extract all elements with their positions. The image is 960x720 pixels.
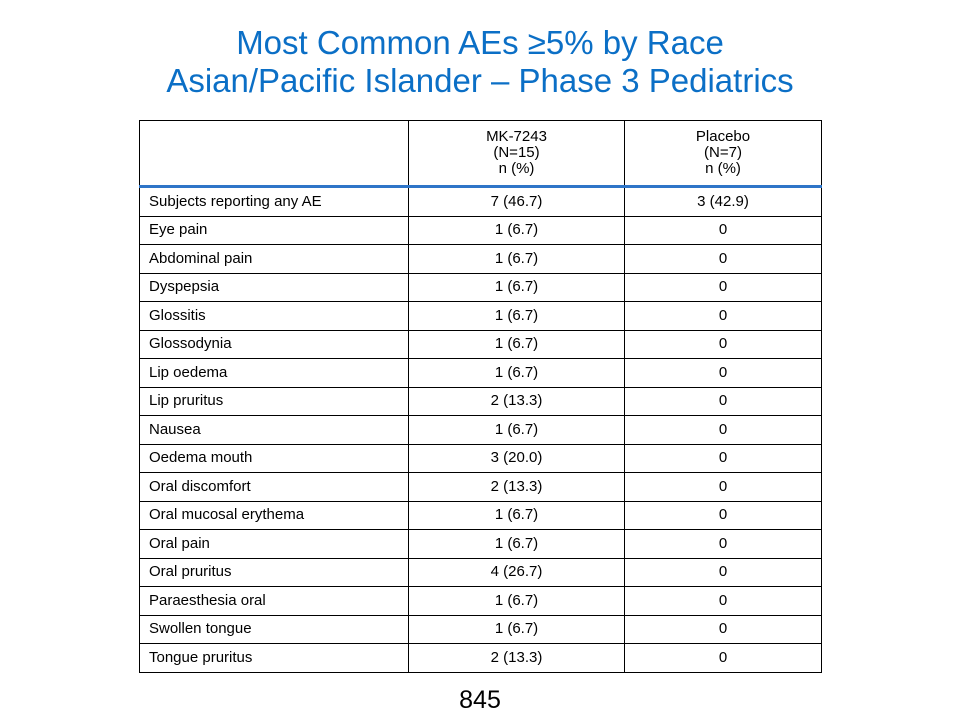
placebo-value-cell: 0 — [624, 301, 822, 331]
table-row: Nausea 1 (6.7) 0 — [139, 415, 822, 445]
ae-term-cell: Oral discomfort — [139, 472, 409, 502]
mk7243-value-cell: 1 (6.7) — [408, 329, 625, 359]
placebo-value-cell: 0 — [624, 358, 822, 388]
table-row: Subjects reporting any AE 7 (46.7) 3 (42.9… — [139, 186, 822, 217]
slide-title-line-2: Asian/Pacific Islander – Phase 3 Pediatr… — [166, 62, 794, 99]
page-number: 845 — [459, 686, 501, 714]
ae-term-cell: Dyspepsia — [139, 272, 409, 302]
mk7243-value-cell: 1 (6.7) — [408, 215, 625, 245]
mk7243-value-cell: 7 (46.7) — [408, 186, 625, 217]
ae-term-cell: Oedema mouth — [139, 443, 409, 473]
table-row: Paraesthesia oral 1 (6.7) 0 — [139, 586, 822, 616]
table-row: Glossodynia 1 (6.7) 0 — [139, 329, 822, 359]
table-row: Swollen tongue 1 (6.7) 0 — [139, 614, 822, 644]
table-row: Abdominal pain 1 (6.7) 0 — [139, 244, 822, 274]
table-body: Subjects reporting any AE 7 (46.7) 3 (42.9… — [139, 186, 822, 673]
placebo-value-cell: 0 — [624, 500, 822, 530]
table-row: Oral pruritus 4 (26.7) 0 — [139, 557, 822, 587]
adverse-events-table: MK-7243 (N=15) n (%) Placebo (N=7) n (%)… — [139, 120, 822, 673]
table-row: Oral mucosal erythema 1 (6.7) 0 — [139, 500, 822, 530]
column-header-placebo: Placebo (N=7) n (%) — [624, 120, 822, 188]
table-row: Oral pain 1 (6.7) 0 — [139, 529, 822, 559]
column-header-mk7243: MK-7243 (N=15) n (%) — [408, 120, 625, 188]
ae-term-cell: Nausea — [139, 415, 409, 445]
table-row: Oral discomfort 2 (13.3) 0 — [139, 472, 822, 502]
slide-title: Most Common AEs ≥5% by Race Asian/Pacifi… — [0, 24, 960, 100]
column-header-line: Placebo — [695, 128, 751, 145]
column-header-line: (N=15) — [493, 144, 540, 161]
mk7243-value-cell: 4 (26.7) — [408, 557, 625, 587]
placebo-value-cell: 0 — [624, 643, 822, 673]
table-row: Lip pruritus 2 (13.3) 0 — [139, 386, 822, 416]
mk7243-value-cell: 1 (6.7) — [408, 529, 625, 559]
mk7243-value-cell: 2 (13.3) — [408, 643, 625, 673]
placebo-value-cell: 0 — [624, 244, 822, 274]
placebo-value-cell: 0 — [624, 415, 822, 445]
placebo-value-cell: 0 — [624, 586, 822, 616]
mk7243-value-cell: 1 (6.7) — [408, 244, 625, 274]
placebo-value-cell: 0 — [624, 386, 822, 416]
slide-title-line-1: Most Common AEs ≥5% by Race — [236, 24, 724, 61]
ae-term-cell: Glossitis — [139, 301, 409, 331]
mk7243-value-cell: 2 (13.3) — [408, 386, 625, 416]
mk7243-value-cell: 1 (6.7) — [408, 301, 625, 331]
mk7243-value-cell: 3 (20.0) — [408, 443, 625, 473]
ae-term-cell: Subjects reporting any AE — [139, 186, 409, 217]
ae-term-cell: Eye pain — [139, 215, 409, 245]
table-row: Eye pain 1 (6.7) 0 — [139, 215, 822, 245]
placebo-value-cell: 0 — [624, 443, 822, 473]
ae-term-cell: Tongue pruritus — [139, 643, 409, 673]
ae-term-cell: Oral mucosal erythema — [139, 500, 409, 530]
column-header-line: n (%) — [705, 160, 741, 177]
table-row: Lip oedema 1 (6.7) 0 — [139, 358, 822, 388]
mk7243-value-cell: 1 (6.7) — [408, 500, 625, 530]
mk7243-value-cell: 1 (6.7) — [408, 586, 625, 616]
ae-term-cell: Lip pruritus — [139, 386, 409, 416]
placebo-value-cell: 0 — [624, 329, 822, 359]
column-header-term — [139, 120, 409, 188]
table-row: Dyspepsia 1 (6.7) 0 — [139, 272, 822, 302]
placebo-value-cell: 0 — [624, 215, 822, 245]
ae-term-cell: Abdominal pain — [139, 244, 409, 274]
mk7243-value-cell: 1 (6.7) — [408, 358, 625, 388]
placebo-value-cell: 0 — [624, 557, 822, 587]
ae-term-cell: Paraesthesia oral — [139, 586, 409, 616]
mk7243-value-cell: 2 (13.3) — [408, 472, 625, 502]
column-header-line: MK-7243 — [486, 128, 547, 145]
mk7243-value-cell: 1 (6.7) — [408, 272, 625, 302]
placebo-value-cell: 3 (42.9) — [624, 186, 822, 217]
column-header-line: (N=7) — [704, 144, 742, 161]
ae-term-cell: Glossodynia — [139, 329, 409, 359]
placebo-value-cell: 0 — [624, 529, 822, 559]
ae-term-cell: Lip oedema — [139, 358, 409, 388]
table-header-row: MK-7243 (N=15) n (%) Placebo (N=7) n (%) — [139, 120, 822, 188]
placebo-value-cell: 0 — [624, 472, 822, 502]
placebo-value-cell: 0 — [624, 614, 822, 644]
ae-term-cell: Swollen tongue — [139, 614, 409, 644]
table-row: Tongue pruritus 2 (13.3) 0 — [139, 643, 822, 673]
ae-term-cell: Oral pain — [139, 529, 409, 559]
column-header-line: n (%) — [498, 160, 535, 177]
mk7243-value-cell: 1 (6.7) — [408, 614, 625, 644]
mk7243-value-cell: 1 (6.7) — [408, 415, 625, 445]
table-row: Glossitis 1 (6.7) 0 — [139, 301, 822, 331]
table-row: Oedema mouth 3 (20.0) 0 — [139, 443, 822, 473]
ae-term-cell: Oral pruritus — [139, 557, 409, 587]
placebo-value-cell: 0 — [624, 272, 822, 302]
